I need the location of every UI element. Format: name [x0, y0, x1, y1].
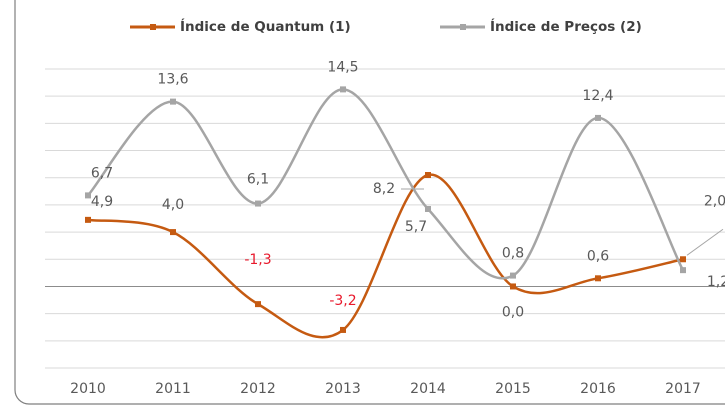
data-label: 14,5	[327, 59, 358, 75]
legend-marker	[150, 24, 156, 30]
leader-line	[686, 228, 724, 256]
legend-label: Índice de Preços (2)	[490, 18, 642, 35]
point-marker	[340, 326, 346, 333]
data-label: 2,0	[704, 193, 725, 209]
data-label: 0,0	[502, 304, 524, 320]
data-label: -1,3	[244, 252, 271, 268]
point-marker	[680, 256, 686, 263]
data-label: 5,7	[405, 219, 427, 235]
x-tick-label: 2017	[665, 381, 701, 397]
data-label: 12,4	[582, 88, 613, 104]
data-label: -3,2	[329, 293, 356, 309]
point-marker	[510, 283, 516, 290]
x-tick-label: 2015	[495, 381, 531, 397]
point-marker	[85, 192, 91, 199]
legend-marker	[460, 24, 466, 30]
data-label: 6,7	[91, 165, 113, 181]
point-marker	[340, 86, 346, 93]
chart-frame	[14, 0, 725, 405]
data-label: 6,1	[247, 172, 269, 188]
point-marker	[255, 301, 261, 308]
data-label: 13,6	[157, 72, 188, 88]
data-label: 0,6	[587, 248, 609, 264]
x-tick-label: 2013	[325, 381, 361, 397]
data-label: 0,8	[502, 246, 524, 262]
point-marker	[595, 275, 601, 282]
point-marker	[680, 267, 686, 274]
series-line	[87, 173, 684, 339]
point-marker	[85, 216, 91, 223]
point-marker	[255, 200, 261, 207]
point-marker	[510, 272, 516, 279]
x-tick-label: 2012	[240, 381, 276, 397]
point-marker	[425, 205, 431, 212]
point-marker	[170, 98, 176, 105]
x-tick-label: 2011	[155, 381, 191, 397]
data-label: 4,9	[91, 194, 113, 210]
x-tick-label: 2010	[70, 381, 106, 397]
legend-label: Índice de Quantum (1)	[180, 18, 351, 35]
point-marker	[170, 229, 176, 236]
point-marker	[425, 172, 431, 179]
series-line	[87, 88, 685, 280]
x-tick-label: 2014	[410, 381, 446, 397]
data-label: 8,2	[373, 181, 395, 197]
point-marker	[595, 114, 601, 121]
data-label: 4,0	[162, 197, 184, 213]
x-tick-label: 2016	[580, 381, 616, 397]
data-label: 1,2	[707, 274, 725, 290]
